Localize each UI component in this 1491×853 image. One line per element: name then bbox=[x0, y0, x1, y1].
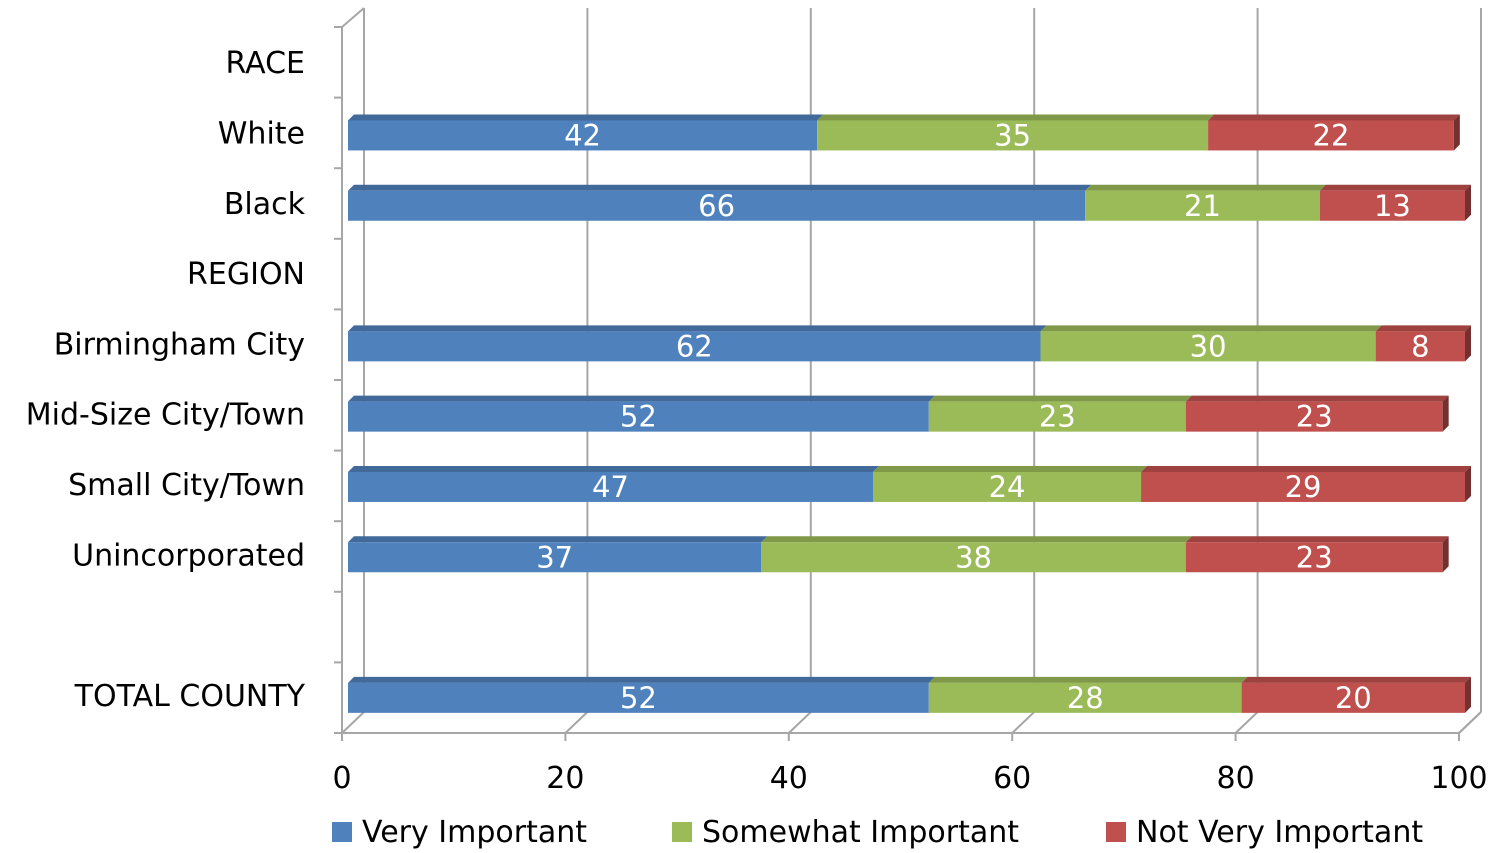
data-label: 52 bbox=[620, 681, 657, 715]
bar-side-face bbox=[1465, 185, 1471, 221]
data-label: 38 bbox=[955, 540, 992, 574]
category-label: White bbox=[218, 116, 305, 151]
data-label: 30 bbox=[1190, 329, 1227, 363]
bar-row: 62 30 8 bbox=[348, 325, 1471, 363]
data-label: 23 bbox=[1039, 400, 1076, 434]
x-tick-label: 0 bbox=[332, 761, 351, 796]
legend-item: Somewhat Important bbox=[672, 815, 1019, 850]
category-label: RACE bbox=[225, 46, 305, 81]
category-label: Small City/Town bbox=[68, 468, 305, 503]
category-label: REGION bbox=[187, 257, 305, 292]
bar-row: 52 23 23 bbox=[348, 396, 1449, 434]
data-label: 28 bbox=[1067, 681, 1104, 715]
bar-side-face bbox=[1443, 396, 1449, 432]
x-axis-depth bbox=[1459, 712, 1481, 733]
data-label: 8 bbox=[1411, 329, 1429, 363]
data-label: 21 bbox=[1184, 189, 1221, 223]
bar-side-face bbox=[1465, 466, 1471, 502]
data-label: 35 bbox=[994, 118, 1031, 152]
legend-label: Somewhat Important bbox=[702, 815, 1019, 850]
x-tick-labels: 0 20 40 60 80 100 bbox=[332, 761, 1487, 796]
legend-swatch bbox=[332, 822, 352, 842]
floor-gridline bbox=[342, 712, 364, 733]
bar-side-face bbox=[1465, 677, 1471, 713]
bar-row: 42 35 22 bbox=[348, 114, 1460, 152]
data-label: 66 bbox=[698, 189, 735, 223]
floor-gridline bbox=[1236, 712, 1258, 733]
legend-swatch bbox=[672, 822, 692, 842]
y-axis-depth bbox=[342, 8, 364, 27]
x-tick-label: 20 bbox=[546, 761, 584, 796]
data-label: 24 bbox=[989, 470, 1026, 504]
bar-row: 47 24 29 bbox=[348, 466, 1471, 504]
category-labels: RACE White Black REGION Birmingham City Mid-S… bbox=[26, 46, 306, 714]
data-label: 29 bbox=[1285, 470, 1322, 504]
data-label: 23 bbox=[1296, 540, 1333, 574]
legend-item: Not Very Important bbox=[1106, 815, 1423, 850]
data-label: 37 bbox=[536, 540, 573, 574]
x-tick-label: 60 bbox=[993, 761, 1031, 796]
data-label: 22 bbox=[1313, 118, 1350, 152]
category-label: Unincorporated bbox=[72, 538, 305, 573]
x-tick-label: 80 bbox=[1217, 761, 1255, 796]
legend-item: Very Important bbox=[332, 815, 587, 850]
x-tick-label: 100 bbox=[1430, 761, 1487, 796]
floor-gridline bbox=[1012, 712, 1034, 733]
data-label: 47 bbox=[592, 470, 629, 504]
category-label: TOTAL COUNTY bbox=[74, 679, 306, 714]
legend-label: Very Important bbox=[362, 815, 587, 850]
data-label: 62 bbox=[676, 329, 713, 363]
bar-side-face bbox=[1443, 536, 1449, 572]
data-label: 52 bbox=[620, 400, 657, 434]
legend-swatch bbox=[1106, 822, 1126, 842]
bar-side-face bbox=[1465, 325, 1471, 361]
data-label: 23 bbox=[1296, 400, 1333, 434]
bar-row: 37 38 23 bbox=[348, 536, 1449, 574]
bar-side-face bbox=[1454, 114, 1460, 150]
data-label: 42 bbox=[564, 118, 601, 152]
floor-gridline bbox=[789, 712, 811, 733]
legend-label: Not Very Important bbox=[1136, 815, 1423, 850]
floor-gridline bbox=[565, 712, 587, 733]
legend: Very Important Somewhat Important Not Very… bbox=[332, 815, 1423, 850]
bar-row: 66 21 13 bbox=[348, 185, 1471, 223]
x-tick-label: 40 bbox=[770, 761, 808, 796]
data-label: 20 bbox=[1335, 681, 1372, 715]
category-label: Black bbox=[224, 187, 306, 222]
bars: 42 35 22 66 21 13 62 30 8 52 23 23 47 24 29 37 38 23 52 28 2… bbox=[348, 114, 1471, 714]
data-label: 13 bbox=[1374, 189, 1411, 223]
bar-row: 52 28 20 bbox=[348, 677, 1471, 715]
category-label: Mid-Size City/Town bbox=[26, 398, 305, 433]
category-label: Birmingham City bbox=[54, 327, 305, 362]
